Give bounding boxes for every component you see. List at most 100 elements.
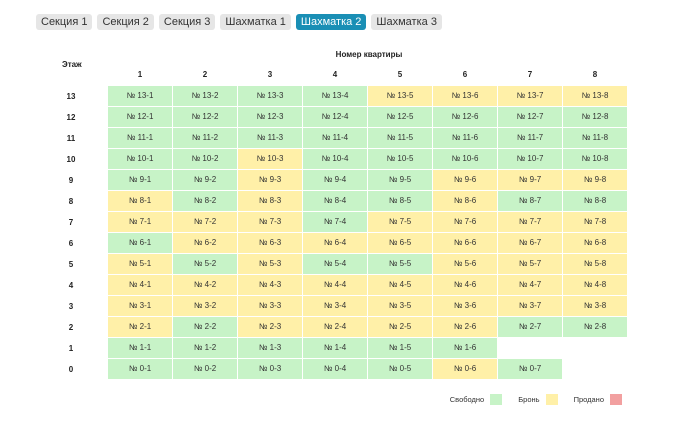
apartment-cell[interactable]: № 13-3 [238,86,302,106]
apartment-cell[interactable]: № 9-4 [303,170,367,190]
apartment-cell[interactable]: № 7-3 [238,212,302,232]
apartment-cell[interactable]: № 5-1 [108,254,172,274]
apartment-cell[interactable]: № 13-5 [368,86,432,106]
apartment-cell[interactable]: № 10-7 [498,149,562,169]
apartment-cell[interactable]: № 0-6 [433,359,497,379]
apartment-cell[interactable]: № 3-7 [498,296,562,316]
apartment-cell[interactable]: № 8-1 [108,191,172,211]
apartment-cell[interactable]: № 13-6 [433,86,497,106]
apartment-cell[interactable]: № 6-7 [498,233,562,253]
apartment-cell[interactable]: № 6-8 [563,233,627,253]
apartment-cell[interactable]: № 1-6 [433,338,497,358]
apartment-cell[interactable]: № 12-1 [108,107,172,127]
tab-1[interactable]: Секция 1 [36,14,93,30]
apartment-cell[interactable]: № 9-6 [433,170,497,190]
apartment-cell[interactable]: № 5-7 [498,254,562,274]
apartment-cell[interactable]: № 3-1 [108,296,172,316]
apartment-cell[interactable]: № 8-4 [303,191,367,211]
apartment-cell[interactable]: № 4-1 [108,275,172,295]
apartment-cell[interactable]: № 9-7 [498,170,562,190]
apartment-cell[interactable]: № 6-5 [368,233,432,253]
apartment-cell[interactable]: № 8-3 [238,191,302,211]
apartment-cell[interactable]: № 1-5 [368,338,432,358]
apartment-cell[interactable]: № 4-3 [238,275,302,295]
apartment-cell[interactable]: № 1-1 [108,338,172,358]
apartment-cell[interactable]: № 3-4 [303,296,367,316]
apartment-cell[interactable]: № 7-8 [563,212,627,232]
apartment-cell[interactable]: № 9-5 [368,170,432,190]
tab-4[interactable]: Шахматка 1 [220,14,291,30]
apartment-cell[interactable]: № 6-2 [173,233,237,253]
apartment-cell[interactable]: № 13-8 [563,86,627,106]
apartment-cell[interactable]: № 2-1 [108,317,172,337]
apartment-cell[interactable]: № 6-3 [238,233,302,253]
apartment-cell[interactable]: № 1-3 [238,338,302,358]
apartment-cell[interactable]: № 11-8 [563,128,627,148]
apartment-cell[interactable]: № 0-7 [498,359,562,379]
apartment-cell[interactable]: № 12-6 [433,107,497,127]
apartment-cell[interactable]: № 9-1 [108,170,172,190]
apartment-cell[interactable]: № 4-7 [498,275,562,295]
tab-6[interactable]: Шахматка 3 [371,14,442,30]
apartment-cell[interactable]: № 3-2 [173,296,237,316]
apartment-cell[interactable]: № 3-8 [563,296,627,316]
apartment-cell[interactable]: № 13-2 [173,86,237,106]
apartment-cell[interactable]: № 0-1 [108,359,172,379]
apartment-cell[interactable]: № 4-4 [303,275,367,295]
apartment-cell[interactable]: № 2-2 [173,317,237,337]
apartment-cell[interactable]: № 6-6 [433,233,497,253]
apartment-cell[interactable]: № 4-6 [433,275,497,295]
apartment-cell[interactable]: № 3-3 [238,296,302,316]
apartment-cell[interactable]: № 8-6 [433,191,497,211]
apartment-cell[interactable]: № 3-6 [433,296,497,316]
apartment-cell[interactable]: № 6-1 [108,233,172,253]
apartment-cell[interactable]: № 5-2 [173,254,237,274]
apartment-cell[interactable]: № 11-5 [368,128,432,148]
apartment-cell[interactable]: № 11-3 [238,128,302,148]
apartment-cell[interactable]: № 7-2 [173,212,237,232]
apartment-cell[interactable]: № 2-8 [563,317,627,337]
apartment-cell[interactable]: № 0-4 [303,359,367,379]
apartment-cell[interactable]: № 9-3 [238,170,302,190]
tab-5[interactable]: Шахматка 2 [295,14,367,30]
apartment-cell[interactable]: № 5-3 [238,254,302,274]
apartment-cell[interactable]: № 7-4 [303,212,367,232]
apartment-cell[interactable]: № 4-8 [563,275,627,295]
apartment-cell[interactable]: № 7-1 [108,212,172,232]
apartment-cell[interactable]: № 5-6 [433,254,497,274]
apartment-cell[interactable]: № 0-2 [173,359,237,379]
apartment-cell[interactable]: № 12-7 [498,107,562,127]
apartment-cell[interactable]: № 10-4 [303,149,367,169]
apartment-cell[interactable]: № 10-5 [368,149,432,169]
apartment-cell[interactable]: № 2-3 [238,317,302,337]
apartment-cell[interactable]: № 12-8 [563,107,627,127]
apartment-cell[interactable]: № 4-5 [368,275,432,295]
apartment-cell[interactable]: № 5-8 [563,254,627,274]
apartment-cell[interactable]: № 5-5 [368,254,432,274]
apartment-cell[interactable]: № 10-1 [108,149,172,169]
apartment-cell[interactable]: № 11-6 [433,128,497,148]
apartment-cell[interactable]: № 12-5 [368,107,432,127]
apartment-cell[interactable]: № 4-2 [173,275,237,295]
apartment-cell[interactable]: № 13-1 [108,86,172,106]
apartment-cell[interactable]: № 8-5 [368,191,432,211]
apartment-cell[interactable]: № 1-2 [173,338,237,358]
apartment-cell[interactable]: № 7-7 [498,212,562,232]
apartment-cell[interactable]: № 2-4 [303,317,367,337]
apartment-cell[interactable]: № 6-4 [303,233,367,253]
apartment-cell[interactable]: № 2-5 [368,317,432,337]
apartment-cell[interactable]: № 11-1 [108,128,172,148]
apartment-cell[interactable]: № 3-5 [368,296,432,316]
apartment-cell[interactable]: № 13-7 [498,86,562,106]
apartment-cell[interactable]: № 8-2 [173,191,237,211]
apartment-cell[interactable]: № 12-2 [173,107,237,127]
apartment-cell[interactable]: № 7-6 [433,212,497,232]
apartment-cell[interactable]: № 11-4 [303,128,367,148]
apartment-cell[interactable]: № 2-6 [433,317,497,337]
apartment-cell[interactable]: № 8-7 [498,191,562,211]
apartment-cell[interactable]: № 0-5 [368,359,432,379]
apartment-cell[interactable]: № 11-2 [173,128,237,148]
apartment-cell[interactable]: № 10-8 [563,149,627,169]
apartment-cell[interactable]: № 2-7 [498,317,562,337]
tab-2[interactable]: Секция 2 [97,14,154,30]
